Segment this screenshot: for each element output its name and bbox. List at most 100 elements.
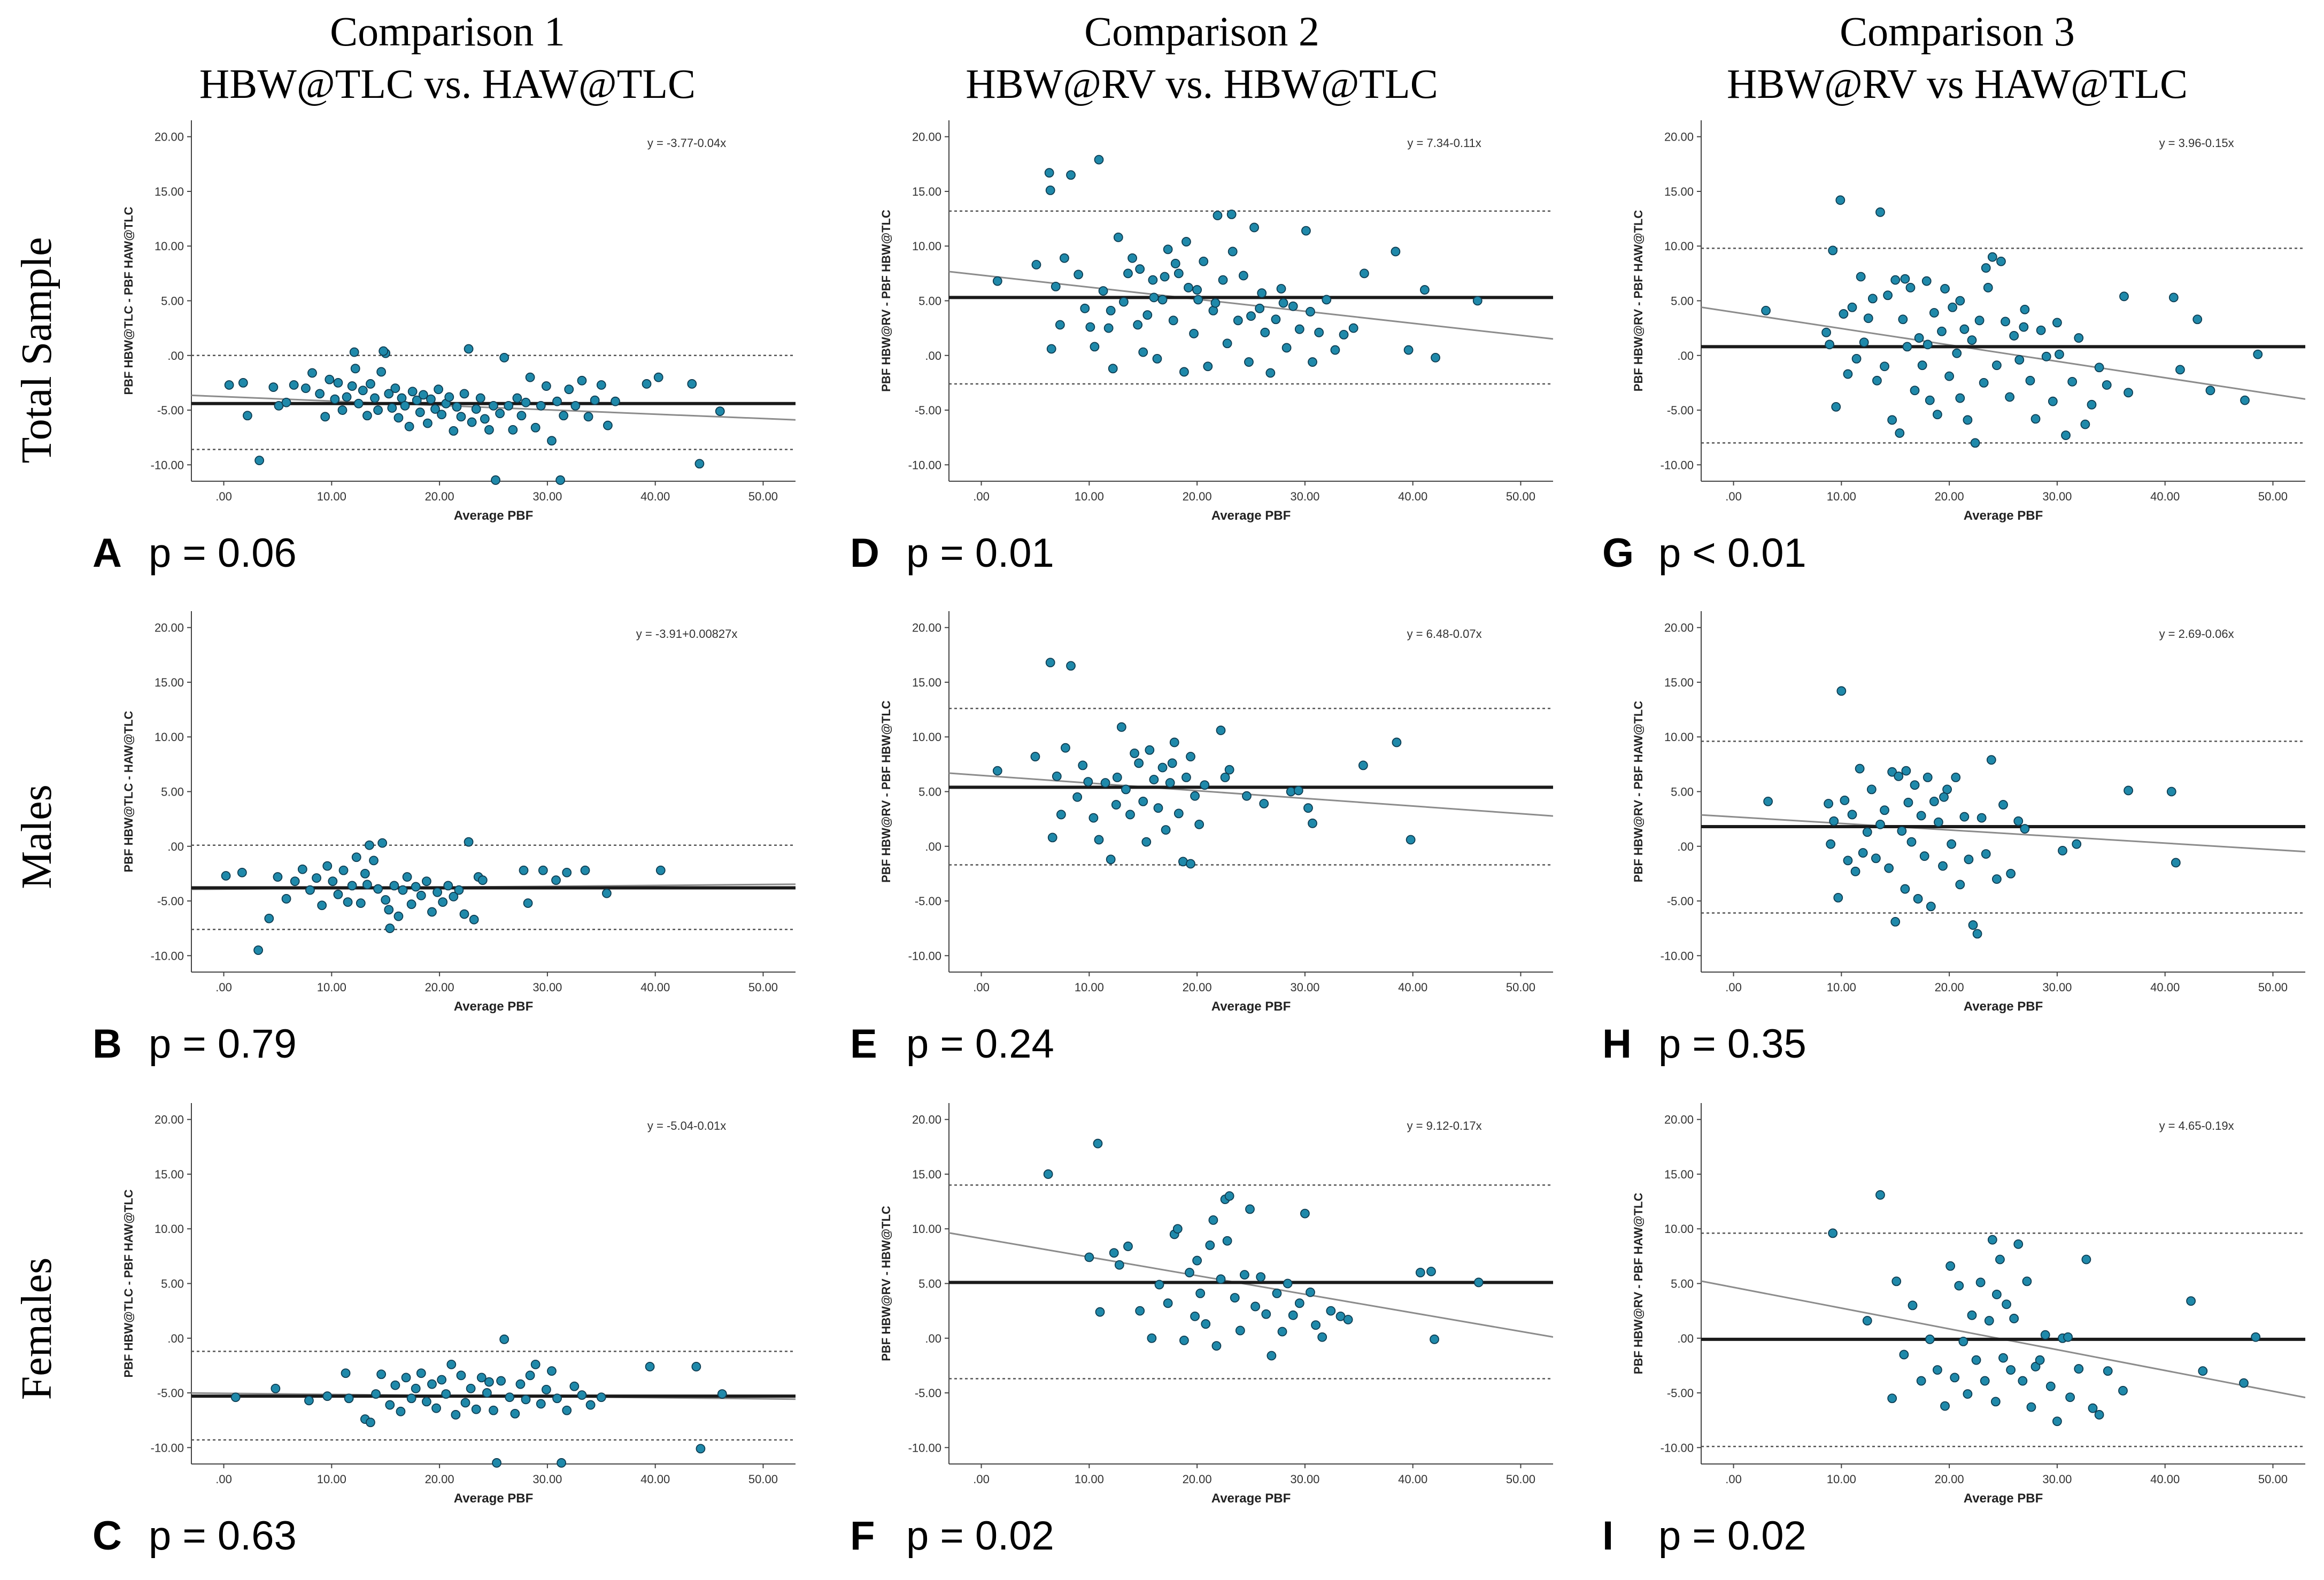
panel-f-data-point <box>1084 1252 1094 1262</box>
panel-d-data-point <box>1133 320 1143 330</box>
panel-g-data-point <box>2061 430 2071 440</box>
panel-c-xtick-label: 50.00 <box>748 1473 778 1486</box>
panel-d-data-point <box>1246 311 1256 321</box>
panel-c-lines <box>191 1351 796 1441</box>
panel-c-ytick-label: -10.00 <box>151 1441 184 1454</box>
panel-g-data-point <box>1937 326 1947 336</box>
panel-d-letter: D <box>850 530 879 576</box>
panel-c-ytick-label: .00 <box>167 1332 184 1345</box>
panel-f-data-point <box>1473 1277 1484 1288</box>
panel-b-data-point <box>433 887 442 897</box>
panel-e-data-point <box>1100 778 1110 788</box>
panel-i-data-point <box>2026 1402 2036 1412</box>
panel-h-data-point <box>2006 869 2016 878</box>
panel-g-data-point <box>2175 365 2185 375</box>
panel-i-data-point <box>1967 1310 1977 1320</box>
panel-g-data-point <box>1981 263 1991 273</box>
panel-c-p-value: p = 0.63 <box>149 1513 297 1559</box>
panel-a-p-value: p = 0.06 <box>149 530 297 576</box>
panel-g-data-point <box>1987 252 1997 262</box>
panel-f-data-point <box>1201 1319 1211 1329</box>
panel-i-y-label: PBF HBW@RV - PBF HAW@TLC <box>1632 1193 1645 1375</box>
panel-d-data-point <box>1044 168 1054 178</box>
panel-b-xtick-label: .00 <box>215 981 232 994</box>
panel-g-data-point <box>1851 354 1862 364</box>
panel-e-data-point <box>1116 722 1126 732</box>
panel-h-y-label: PBF HBW@RV - PBF HAW@TLC <box>1632 701 1645 883</box>
panel-i-data-point <box>2063 1332 2073 1342</box>
panel-c-xtick-label: 10.00 <box>317 1473 346 1486</box>
panel-a-ytick-label: -10.00 <box>151 458 184 472</box>
panel-a-data-point <box>471 404 481 414</box>
row-label-total-sample: Total Sample <box>13 237 60 463</box>
panel-d-data-point <box>1238 271 1248 281</box>
panel-g-data-point <box>1828 245 1838 256</box>
panel-f-data-point <box>1430 1334 1439 1344</box>
panel-b-equation: y = -3.91+0.00827x <box>636 627 738 641</box>
panel-a-data-point <box>350 364 360 374</box>
panel-a-data-point <box>254 456 265 466</box>
panel-e-data-point <box>1094 835 1104 845</box>
panel-f-xtick-label: 10.00 <box>1075 1473 1104 1486</box>
panel-f-lines <box>949 1184 1553 1379</box>
panel-c-data-point <box>456 1370 466 1381</box>
panel-g-data-point <box>1831 402 1841 412</box>
panel-i-equation: y = 4.65-0.19x <box>2159 1119 2234 1132</box>
panel-g-data-point <box>1761 306 1771 315</box>
panel-a-data-point <box>541 381 551 391</box>
panel-d-data-point <box>1233 315 1243 326</box>
panel-a-data-point <box>516 411 527 421</box>
panel-e-y-label: PBF HBW@RV - PBF HBW@TLC <box>879 700 893 883</box>
panel-h-letter: H <box>1602 1021 1632 1067</box>
panel-h-data-point <box>1890 917 1901 927</box>
panel-e-xtick-label: 20.00 <box>1183 981 1212 994</box>
panel-a: -10.00 -5.00 .00 5.00 10.00 15.00 20.00 .00 10.0… <box>92 120 796 576</box>
panel-a-xtick-label: .00 <box>215 490 232 503</box>
panel-c-data-point <box>496 1376 506 1386</box>
panel-f-xtick-label: .00 <box>973 1473 990 1486</box>
panel-d-data-point <box>1210 298 1221 308</box>
panel-g-data-point <box>1996 256 2006 266</box>
panel-f-data-point <box>1267 1351 1277 1361</box>
panel-a-data-point <box>489 400 498 411</box>
panel-e-data-point <box>1194 819 1205 829</box>
panel-g-data-point <box>1900 274 1910 284</box>
panel-c-data-point <box>484 1377 494 1387</box>
panel-g-data-point <box>1983 283 1993 292</box>
panel-f-data-point <box>1300 1208 1310 1219</box>
panel-h-data-point <box>1833 893 1843 903</box>
panel-e-data-point <box>1242 791 1252 801</box>
panel-e-xtick-label: 50.00 <box>1506 981 1535 994</box>
panel-d-data-point <box>1281 343 1292 353</box>
panel-b-data-point <box>290 876 300 887</box>
panel-c-data-point <box>482 1388 492 1398</box>
panel-e-data-point <box>1078 760 1088 770</box>
panel-a-data-point <box>423 418 433 428</box>
column-3-title-line2: HBW@RV vs HAW@TLC <box>1727 60 2188 107</box>
panel-a-data-point <box>484 425 494 435</box>
panel-g-data-point <box>1974 315 1985 326</box>
panel-c-data-point <box>541 1385 551 1394</box>
panel-g-data-point <box>1914 333 1924 343</box>
panel-g-data-point <box>1859 337 1869 348</box>
panel-f-ytick-label: 10.00 <box>912 1222 941 1236</box>
panel-h-xtick-label: 30.00 <box>2042 981 2072 994</box>
panel-b-ytick-label: -10.00 <box>151 949 184 962</box>
panel-f-ytick-label: -5.00 <box>915 1386 941 1400</box>
panel-a-data-point <box>289 380 299 390</box>
panel-g-data-point <box>1940 284 1950 294</box>
panel-d-data-point <box>1222 338 1232 349</box>
panel-a-data-point <box>366 379 375 389</box>
panel-f-p-value: p = 0.02 <box>906 1513 1054 1559</box>
panel-b-data-point <box>343 897 353 907</box>
panel-d-data-point <box>1045 186 1055 195</box>
panel-b-data-point <box>338 865 349 875</box>
panel-e-ytick-label: 20.00 <box>912 621 941 635</box>
panel-d-data-point <box>1118 297 1129 307</box>
panel-b-data-point <box>411 882 421 892</box>
panel-a-data-point <box>559 411 569 421</box>
panel-e-data-point <box>1145 745 1155 755</box>
panel-e-data-point <box>1047 833 1057 843</box>
panel-b-y-label: PBF HBW@TLC - HAW@TLC <box>122 711 135 872</box>
